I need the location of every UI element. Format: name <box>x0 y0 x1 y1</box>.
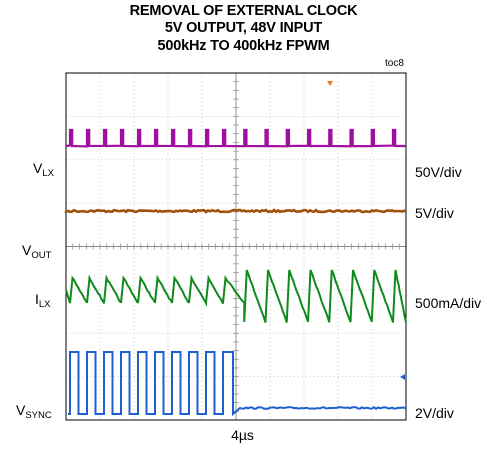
timebase-label: 4µs <box>231 427 254 443</box>
channel-label-vout: VOUT <box>22 242 52 261</box>
scale-vout: 5V/div <box>415 205 454 221</box>
channel-label-ilx: ILX <box>35 291 51 310</box>
trigger-marker-icon <box>327 81 333 86</box>
scale-vsync: 2V/div <box>415 405 454 421</box>
plot-grid <box>65 72 407 421</box>
chart-title-line-1: REMOVAL OF EXTERNAL CLOCK <box>129 3 358 19</box>
trace-ilx <box>65 269 407 323</box>
channel-label-vsync: VSYNC <box>16 402 52 421</box>
scale-vlx: 50V/div <box>415 164 462 180</box>
trace-vsync <box>68 351 407 417</box>
figure-tag: toc8 <box>385 58 404 69</box>
plot-border <box>65 72 407 421</box>
chart-title-line-2: 5V OUTPUT, 48V INPUT <box>164 20 323 36</box>
scale-ilx: 500mA/div <box>415 295 482 311</box>
plot-traces <box>64 81 407 417</box>
trace-vlx <box>65 128 406 148</box>
trigger-level-icon <box>400 374 405 380</box>
trace-vout <box>64 208 407 214</box>
channel-label-vlx: VLX <box>33 160 54 179</box>
chart-title-line-3: 500kHz TO 400kHz FPWM <box>157 38 330 54</box>
